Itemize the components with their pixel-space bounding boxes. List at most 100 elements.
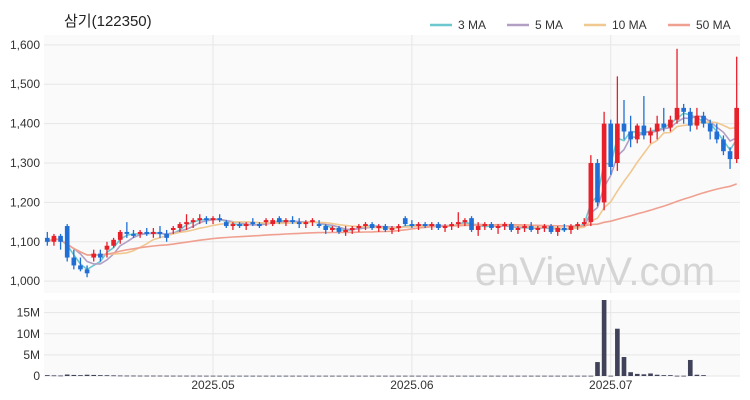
volume-bar xyxy=(522,375,527,377)
candle-body xyxy=(190,220,196,223)
candle-body xyxy=(648,131,653,136)
candle-body xyxy=(237,224,242,227)
volume-bar xyxy=(601,300,607,376)
candle-body xyxy=(674,107,680,120)
volume-tick-label: 5M xyxy=(23,348,40,362)
volume-bar xyxy=(489,375,494,377)
candle-body xyxy=(562,228,567,230)
candle-body xyxy=(416,224,421,227)
volume-bar xyxy=(349,375,355,377)
volume-bar xyxy=(588,375,594,377)
price-tick-label: 1,100 xyxy=(10,235,40,249)
volume-bar xyxy=(323,375,329,377)
volume-bar xyxy=(469,375,474,377)
volume-bar xyxy=(157,375,163,377)
price-panel-bg xyxy=(44,35,740,293)
volume-bar xyxy=(184,375,189,377)
candle-body xyxy=(449,224,454,227)
volume-bar xyxy=(170,375,176,377)
candle-body xyxy=(668,119,673,128)
chart-title: 삼기(122350) xyxy=(64,13,152,30)
candle-body xyxy=(336,228,342,232)
candle-body xyxy=(482,224,488,227)
candle-body xyxy=(588,163,594,223)
candle-body xyxy=(349,228,355,230)
volume-bar xyxy=(104,375,110,377)
volume-bar xyxy=(449,375,454,377)
candle-body xyxy=(356,226,362,229)
volume-bar xyxy=(674,375,680,377)
candle-body xyxy=(111,239,116,246)
candle-body xyxy=(628,131,633,140)
candle-body xyxy=(44,237,50,242)
volume-bar xyxy=(117,375,123,377)
candle-body xyxy=(151,231,156,234)
volume-panel xyxy=(44,300,740,376)
candlesticks xyxy=(44,48,740,278)
volume-bar xyxy=(528,375,534,377)
candle-body xyxy=(654,123,660,132)
candle-body xyxy=(197,218,203,221)
volume-bar xyxy=(654,374,660,376)
date-tick-label: 2025.07 xyxy=(589,378,633,392)
volume-bar xyxy=(661,375,667,376)
candle-body xyxy=(442,226,448,229)
volume-bar xyxy=(296,375,302,377)
legend: 3 MA 5 MA 10 MA 50 MA xyxy=(430,18,731,32)
candle-body xyxy=(303,222,309,225)
candle-body xyxy=(615,123,620,164)
candle-body xyxy=(641,125,647,136)
candle-body xyxy=(502,224,508,227)
legend-label: 10 MA xyxy=(612,18,647,32)
candle-body xyxy=(535,228,541,230)
volume-bar xyxy=(595,362,600,376)
volume-bar xyxy=(555,375,561,377)
candle-body xyxy=(91,253,97,258)
candle-body xyxy=(283,220,289,223)
volume-bar xyxy=(303,375,309,377)
candle-body xyxy=(64,226,70,258)
volume-bar xyxy=(615,328,620,376)
volume-bar xyxy=(535,375,541,377)
volume-bar xyxy=(190,375,196,377)
volume-bar xyxy=(151,375,156,377)
candle-body xyxy=(634,125,640,140)
volume-bar xyxy=(204,375,209,377)
candle-body xyxy=(475,226,481,230)
candle-body xyxy=(595,163,600,203)
price-panel xyxy=(44,35,740,293)
candle-body xyxy=(396,226,401,229)
candle-body xyxy=(177,224,183,229)
volume-bar xyxy=(376,375,382,377)
candle-body xyxy=(104,245,110,250)
volume-bar xyxy=(694,374,700,376)
candle-body xyxy=(462,220,468,223)
volume-tick-label: 10M xyxy=(17,327,40,341)
candle-body xyxy=(78,265,83,270)
volume-axis-ticks: 0 5M 10M 15M xyxy=(17,306,41,383)
volume-bar xyxy=(681,375,686,377)
candle-body xyxy=(376,226,382,229)
volume-bar xyxy=(389,375,395,377)
candle-body xyxy=(117,231,123,240)
candle-body xyxy=(217,218,222,221)
volume-bar xyxy=(462,375,468,377)
volume-bar xyxy=(336,375,342,377)
candle-body xyxy=(701,115,706,124)
price-tick-label: 1,000 xyxy=(10,274,40,288)
volume-bar xyxy=(71,374,77,376)
volume-bar xyxy=(290,375,295,377)
volume-bar xyxy=(237,375,242,377)
candle-body xyxy=(323,226,329,230)
candle-body xyxy=(707,123,713,132)
candle-body xyxy=(389,228,395,230)
volume-bar xyxy=(475,375,481,377)
candle-body xyxy=(687,111,693,126)
candle-body xyxy=(330,228,335,230)
volume-bar xyxy=(436,375,441,377)
volume-bar xyxy=(396,375,401,377)
volume-bar xyxy=(263,375,269,377)
candle-body xyxy=(58,235,63,242)
volume-bar xyxy=(276,375,282,377)
volume-bar xyxy=(343,375,348,377)
